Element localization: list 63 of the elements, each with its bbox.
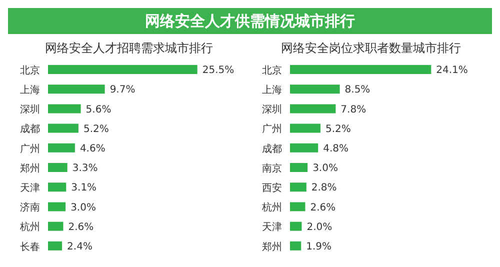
- chart-subtitle: 网络安全岗位求职者数量城市排行: [280, 40, 462, 57]
- y-tick-label: 天津: [20, 182, 40, 194]
- chart-subtitle: 网络安全人才招聘需求城市排行: [44, 40, 214, 57]
- data-label: 9.7%: [110, 84, 136, 96]
- text: 网络安全人才供需情况城市排行: [8, 8, 492, 34]
- y-tick-label: 南京: [262, 162, 282, 174]
- y-tick-label: 上海: [262, 84, 282, 96]
- data-label: 2.4%: [67, 241, 92, 252]
- data-label: 3.1%: [71, 182, 97, 194]
- data-label: 24.1%: [436, 65, 468, 76]
- y-tick-label: 成都: [262, 142, 282, 155]
- bar: [48, 222, 64, 231]
- data-label: 1.9%: [306, 241, 332, 252]
- bar: [290, 143, 318, 152]
- bar: [48, 202, 66, 212]
- y-tick-label: 广州: [262, 123, 282, 136]
- bar: [48, 104, 81, 114]
- y-tick-label: 天津: [262, 221, 282, 234]
- y-tick-label: 济南: [20, 202, 40, 214]
- data-label: 25.5%: [202, 65, 234, 76]
- data-label: 2.8%: [311, 182, 337, 194]
- data-label: 3.0%: [312, 163, 338, 174]
- bar: [48, 124, 78, 133]
- data-label: 4.8%: [323, 143, 349, 154]
- bar: [290, 182, 306, 192]
- bar: [290, 222, 302, 231]
- data-label: 5.2%: [83, 124, 109, 135]
- y-tick-label: 杭州: [19, 221, 40, 234]
- bar: [290, 104, 336, 114]
- data-label: 3.0%: [70, 202, 96, 214]
- y-tick-label: 北京: [20, 64, 40, 76]
- data-label: 4.6%: [80, 143, 106, 154]
- y-tick-label: 郑州: [20, 162, 40, 174]
- bar: [48, 65, 198, 74]
- y-tick-label: 上海: [20, 84, 40, 96]
- bar: [290, 241, 302, 250]
- y-tick-label: 杭州: [261, 202, 282, 214]
- y-tick-label: 北京: [262, 64, 282, 76]
- y-tick-label: 西安: [262, 182, 282, 194]
- bar: [48, 84, 105, 94]
- y-tick-label: 深圳: [20, 104, 40, 116]
- data-label: 5.6%: [86, 104, 112, 116]
- data-label: 7.8%: [340, 104, 366, 116]
- y-tick-label: 深圳: [262, 104, 282, 116]
- y-tick-label: 长春: [20, 240, 40, 253]
- bar: [290, 124, 320, 133]
- y-tick-label: 广州: [20, 142, 40, 155]
- bar: [290, 163, 308, 172]
- bar: [290, 202, 306, 212]
- bar: [48, 182, 66, 192]
- bar: [48, 241, 62, 250]
- data-label: 2.6%: [68, 222, 94, 233]
- bar: [290, 84, 340, 94]
- data-label: 8.5%: [344, 84, 370, 96]
- data-label: 2.0%: [306, 222, 332, 233]
- y-tick-label: 成都: [20, 123, 40, 136]
- data-label: 5.2%: [325, 124, 351, 135]
- bar: [48, 143, 75, 152]
- data-label: 2.6%: [310, 202, 336, 214]
- data-label: 3.3%: [72, 163, 98, 174]
- bar: [48, 163, 68, 172]
- y-tick-label: 郑州: [262, 240, 282, 253]
- bar: [290, 65, 432, 74]
